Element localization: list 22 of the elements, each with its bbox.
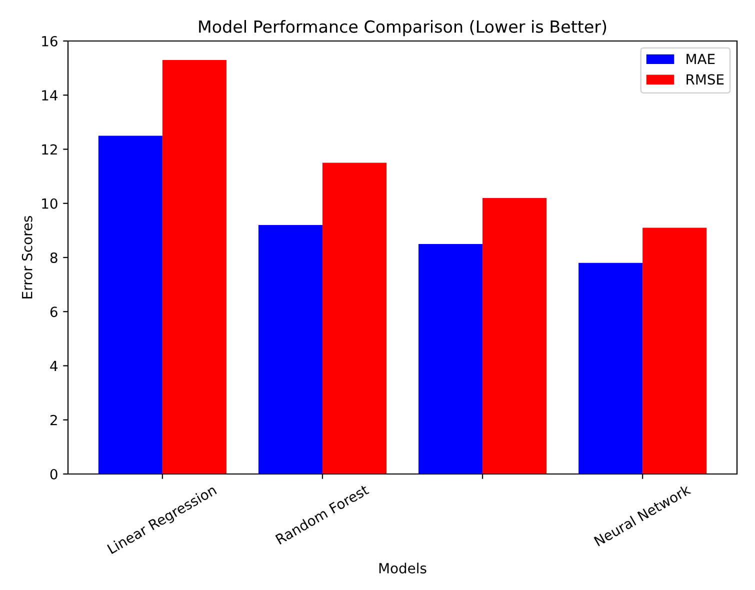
bar [162,60,226,474]
legend-label: MAE [686,54,715,64]
bar [418,244,483,474]
y-axis-title: Error Scores [22,216,32,298]
bar [642,228,707,474]
y-tick-label: 12 [42,144,57,155]
bar [578,262,643,474]
legend-label: RMSE [686,74,724,85]
y-tick-label: 6 [50,306,58,318]
y-tick-label: 4 [50,360,58,372]
x-axis-title: Models [379,562,426,574]
bar [98,136,162,474]
y-tick-label: 14 [42,90,58,100]
y-tick-label: 8 [50,252,58,263]
y-tick-label: 16 [42,36,58,46]
y-tick-label: 2 [50,414,57,426]
bar [322,162,386,474]
y-tick-label: 10 [42,198,58,209]
bar [258,225,322,474]
y-tick-label: 0 [50,468,58,480]
bar [482,198,547,474]
chart-title: Model Performance Comparison (Lower is Better) [199,20,606,36]
